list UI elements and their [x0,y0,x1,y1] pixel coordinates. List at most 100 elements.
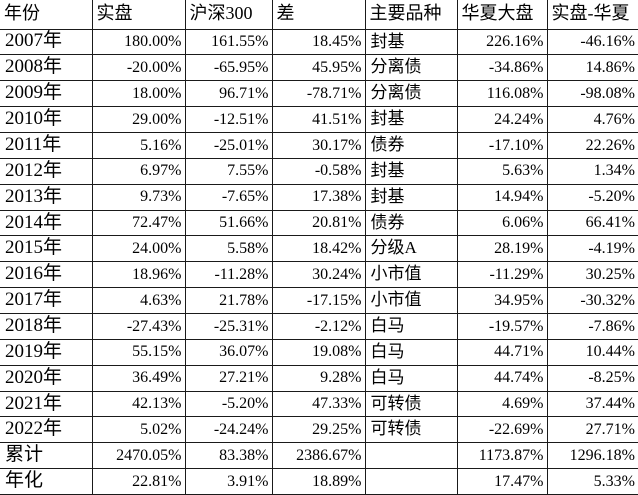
cell-diff[interactable]: 9.28% [271,364,366,392]
cell-actual[interactable]: 36.49% [91,364,186,392]
cell-actual-vs-huaxia[interactable]: 1.34% [546,157,638,185]
cell-diff[interactable]: -2.12% [271,312,366,340]
cell-year[interactable]: 2011年 [0,131,93,159]
cell-main-variety[interactable]: 分离债 [364,80,458,108]
cell-actual-vs-huaxia[interactable]: 14.86% [546,54,638,82]
header-cell-actual-vs-huaxia[interactable]: 实盘-华夏 [546,0,638,30]
cell-actual-vs-huaxia[interactable]: -98.08% [546,80,638,108]
cell-hs300[interactable]: -11.28% [184,261,273,289]
cell-main-variety[interactable]: 可转债 [364,390,458,418]
cell-year[interactable]: 2019年 [0,338,93,366]
cell-diff[interactable]: 20.81% [271,209,366,237]
cell-diff[interactable]: 30.17% [271,131,366,159]
cell-huaxia-dapan[interactable]: 24.24% [456,106,548,133]
cell-actual[interactable]: 18.00% [91,80,186,108]
cell-hs300[interactable]: -65.95% [184,54,273,82]
header-cell-actual[interactable]: 实盘 [91,0,186,30]
cell-year[interactable]: 2010年 [0,106,93,133]
cell-actual-vs-huaxia[interactable]: -46.16% [546,28,638,56]
cell-actual[interactable]: 72.47% [91,209,186,237]
cell-huaxia-dapan[interactable]: -19.57% [456,312,548,340]
cell-diff[interactable]: 29.25% [271,416,366,444]
cell-year[interactable]: 2007年 [0,28,93,56]
cell-huaxia-dapan[interactable]: 44.74% [456,364,548,392]
cell-year[interactable]: 2014年 [0,209,93,237]
cell-hs300[interactable]: -24.24% [184,416,273,444]
cell-huaxia-dapan[interactable]: 14.94% [456,183,548,211]
cell-actual-vs-huaxia[interactable]: 10.44% [546,338,638,366]
cell-huaxia-dapan[interactable]: 17.47% [456,468,548,495]
cell-year[interactable]: 2022年 [0,416,93,444]
cell-huaxia-dapan[interactable]: 116.08% [456,80,548,108]
cell-year[interactable]: 累计 [0,442,93,470]
cell-actual[interactable]: 22.81% [91,468,186,495]
cell-actual[interactable]: 5.16% [91,131,186,159]
cell-huaxia-dapan[interactable]: 28.19% [456,235,548,263]
cell-actual-vs-huaxia[interactable]: 1296.18% [546,442,638,470]
cell-hs300[interactable]: 83.38% [184,442,273,470]
cell-hs300[interactable]: 3.91% [184,468,273,495]
cell-main-variety[interactable]: 白马 [364,338,458,366]
cell-year[interactable]: 2016年 [0,261,93,289]
cell-huaxia-dapan[interactable]: -34.86% [456,54,548,82]
cell-actual[interactable]: 24.00% [91,235,186,263]
cell-main-variety[interactable] [364,468,458,495]
cell-actual-vs-huaxia[interactable]: -4.19% [546,235,638,263]
cell-diff[interactable]: 47.33% [271,390,366,418]
cell-actual-vs-huaxia[interactable]: 37.44% [546,390,638,418]
cell-huaxia-dapan[interactable]: -22.69% [456,416,548,444]
cell-main-variety[interactable]: 白马 [364,312,458,340]
cell-hs300[interactable]: 21.78% [184,287,273,314]
cell-actual[interactable]: 18.96% [91,261,186,289]
cell-huaxia-dapan[interactable]: 1173.87% [456,442,548,470]
cell-hs300[interactable]: 7.55% [184,157,273,185]
cell-main-variety[interactable]: 白马 [364,364,458,392]
cell-hs300[interactable]: -25.01% [184,131,273,159]
cell-main-variety[interactable]: 债券 [364,209,458,237]
cell-main-variety[interactable]: 可转债 [364,416,458,444]
cell-diff[interactable]: 18.89% [271,468,366,495]
cell-year[interactable]: 2013年 [0,183,93,211]
cell-actual[interactable]: 29.00% [91,106,186,133]
cell-year[interactable]: 2017年 [0,287,93,314]
cell-main-variety[interactable]: 小市值 [364,287,458,314]
cell-actual-vs-huaxia[interactable]: 27.71% [546,416,638,444]
cell-diff[interactable]: 18.42% [271,235,366,263]
header-cell-diff[interactable]: 差 [271,0,366,30]
cell-main-variety[interactable] [364,442,458,470]
cell-actual[interactable]: 9.73% [91,183,186,211]
cell-actual-vs-huaxia[interactable]: -7.86% [546,312,638,340]
cell-actual[interactable]: 42.13% [91,390,186,418]
cell-diff[interactable]: -0.58% [271,157,366,185]
cell-huaxia-dapan[interactable]: 34.95% [456,287,548,314]
cell-hs300[interactable]: 96.71% [184,80,273,108]
cell-hs300[interactable]: -12.51% [184,106,273,133]
header-cell-main-variety[interactable]: 主要品种 [364,0,458,30]
cell-actual[interactable]: 6.97% [91,157,186,185]
cell-year[interactable]: 年化 [0,468,93,495]
cell-year[interactable]: 2020年 [0,364,93,392]
cell-year[interactable]: 2008年 [0,54,93,82]
cell-hs300[interactable]: 5.58% [184,235,273,263]
cell-hs300[interactable]: -7.65% [184,183,273,211]
cell-hs300[interactable]: -5.20% [184,390,273,418]
cell-hs300[interactable]: 161.55% [184,28,273,56]
cell-actual[interactable]: -27.43% [91,312,186,340]
cell-huaxia-dapan[interactable]: -11.29% [456,261,548,289]
cell-diff[interactable]: -78.71% [271,80,366,108]
cell-year[interactable]: 2012年 [0,157,93,185]
cell-diff[interactable]: 18.45% [271,28,366,56]
cell-main-variety[interactable]: 封基 [364,183,458,211]
cell-year[interactable]: 2018年 [0,312,93,340]
cell-diff[interactable]: 19.08% [271,338,366,366]
cell-actual-vs-huaxia[interactable]: -8.25% [546,364,638,392]
cell-diff[interactable]: 30.24% [271,261,366,289]
cell-year[interactable]: 2015年 [0,235,93,263]
cell-actual[interactable]: 5.02% [91,416,186,444]
cell-actual-vs-huaxia[interactable]: -30.32% [546,287,638,314]
cell-actual[interactable]: -20.00% [91,54,186,82]
cell-main-variety[interactable]: 分级A [364,235,458,263]
cell-actual-vs-huaxia[interactable]: 5.33% [546,468,638,495]
cell-main-variety[interactable]: 分离债 [364,54,458,82]
cell-diff[interactable]: 2386.67% [271,442,366,470]
